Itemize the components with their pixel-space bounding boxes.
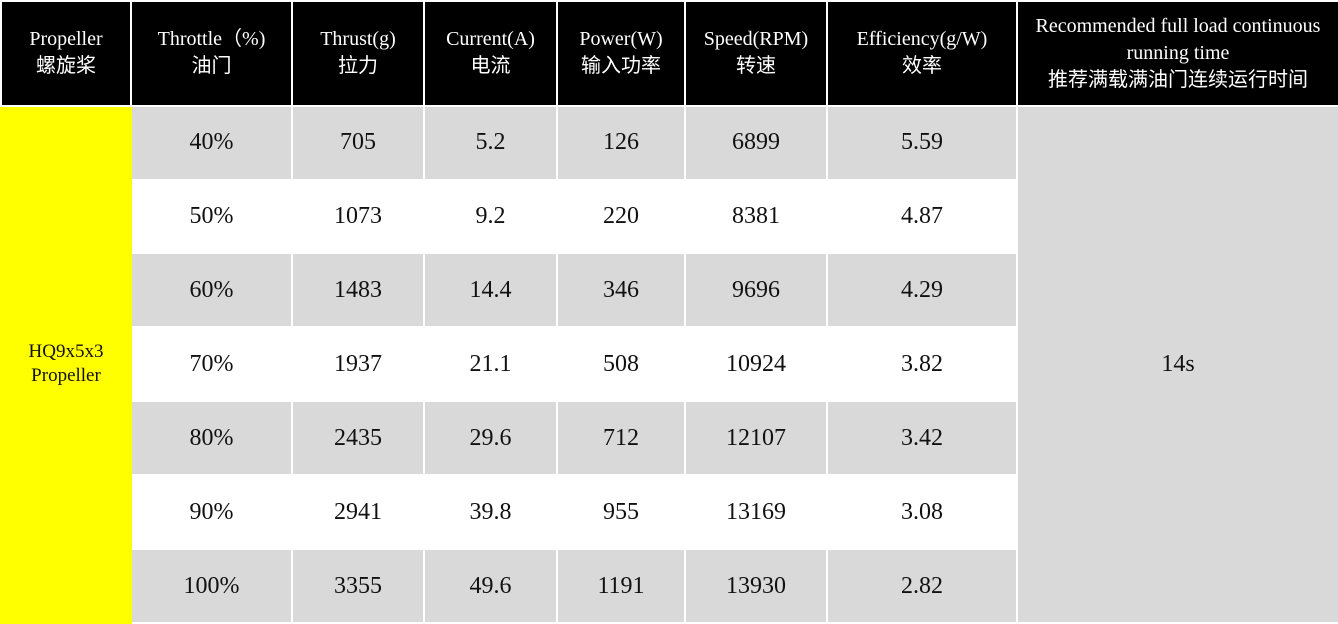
value-cell: 1937 xyxy=(291,326,425,403)
header-cell: Throttle（%) 油门 xyxy=(130,0,293,107)
value-cell: 2941 xyxy=(291,474,425,551)
header-cell: Efficiency(g/W) 效率 xyxy=(826,0,1018,107)
header-zh: 螺旋桨 xyxy=(36,55,96,78)
header-zh: 拉力 xyxy=(338,55,378,78)
value-cell: 12107 xyxy=(684,400,828,477)
value-cell: 50% xyxy=(130,178,293,255)
header-zh: 电流 xyxy=(470,55,511,78)
header-zh: 效率 xyxy=(902,55,942,78)
value-cell: 39.8 xyxy=(423,474,558,551)
value-cell: 6899 xyxy=(684,104,828,181)
value-cell: 346 xyxy=(556,252,686,329)
value-cell: 2.82 xyxy=(826,548,1018,624)
header-en: Throttle（%) xyxy=(157,28,266,51)
header-zh: 油门 xyxy=(191,55,232,78)
value-cell: 126 xyxy=(556,104,686,181)
value-cell: 3.42 xyxy=(826,400,1018,477)
header-cell: Speed(RPM) 转速 xyxy=(684,0,828,107)
value-cell: 60% xyxy=(130,252,293,329)
propeller-line: HQ9x5x3 xyxy=(28,341,104,363)
data-row: 100% 3355 49.6 1191 13930 2.82 xyxy=(1,548,1338,624)
header-cell: Power(W) 输入功率 xyxy=(556,0,686,107)
value-cell: 90% xyxy=(130,474,293,551)
data-row: 70% 1937 21.1 508 10924 3.82 xyxy=(1,326,1338,403)
data-row: 60% 1483 14.4 346 9696 4.29 xyxy=(1,252,1338,329)
value-cell: 21.1 xyxy=(423,326,558,403)
value-cell: 3355 xyxy=(291,548,425,624)
value-cell: 9.2 xyxy=(423,178,558,255)
data-row: 50% 1073 9.2 220 8381 4.87 xyxy=(1,178,1338,255)
value-cell: 705 xyxy=(291,104,425,181)
header-zh: 输入功率 xyxy=(581,55,661,78)
value-cell: 712 xyxy=(556,400,686,477)
header-en: Recommended full load continuous running… xyxy=(1035,14,1321,64)
value-cell: 9696 xyxy=(684,252,828,329)
header-cell: Recommended full load continuous running… xyxy=(1016,0,1338,107)
propeller-line: Propeller xyxy=(31,365,101,387)
value-cell: 5.2 xyxy=(423,104,558,181)
value-cell: 1073 xyxy=(291,178,425,255)
value-cell: 100% xyxy=(130,548,293,624)
value-cell: 2435 xyxy=(291,400,425,477)
header-en: Propeller xyxy=(29,28,103,51)
value-cell: 80% xyxy=(130,400,293,477)
header-zh: 转速 xyxy=(736,55,776,78)
value-cell: 3.08 xyxy=(826,474,1018,551)
data-row: HQ9x5x3 Propeller 40% 705 5.2 126 6899 5.59 14s xyxy=(0,104,1338,624)
value-cell: 13169 xyxy=(684,474,828,551)
value-cell: 508 xyxy=(556,326,686,403)
header-cell: Current(A) 电流 xyxy=(423,0,558,107)
header-en: Efficiency(g/W) xyxy=(856,28,988,51)
value-cell: 13930 xyxy=(684,548,828,624)
value-cell: 4.29 xyxy=(826,252,1018,329)
value-cell: 5.59 xyxy=(826,104,1018,181)
runtime-cell: 14s xyxy=(1016,104,1338,624)
value-cell: 14.4 xyxy=(423,252,558,329)
value-cell: 49.6 xyxy=(423,548,558,624)
value-cell: 29.6 xyxy=(423,400,558,477)
value-cell: 1191 xyxy=(556,548,686,624)
header-cell: Propeller 螺旋桨 xyxy=(0,0,132,107)
header-en: Thrust(g) xyxy=(320,28,396,51)
value-cell: 220 xyxy=(556,178,686,255)
value-cell: 8381 xyxy=(684,178,828,255)
header-en: Speed(RPM) xyxy=(703,28,809,51)
header-en: Power(W) xyxy=(579,28,663,51)
propeller-cell: HQ9x5x3 Propeller xyxy=(0,104,132,624)
data-row: 90% 2941 39.8 955 13169 3.08 xyxy=(1,474,1338,551)
value-cell: 955 xyxy=(556,474,686,551)
data-row: 80% 2435 29.6 712 12107 3.42 xyxy=(1,400,1338,477)
header-cell: Thrust(g) 拉力 xyxy=(291,0,425,107)
header-zh: 推荐满载满油门连续运行时间 xyxy=(1048,68,1308,91)
header-row: Propeller 螺旋桨 Throttle（%) 油门 Thrust(g) 拉力 Curr… xyxy=(0,0,1338,107)
value-cell: 70% xyxy=(130,326,293,403)
header-en: Current(A) xyxy=(446,28,535,51)
value-cell: 1483 xyxy=(291,252,425,329)
value-cell: 40% xyxy=(130,104,293,181)
value-cell: 4.87 xyxy=(826,178,1018,255)
value-cell: 3.82 xyxy=(826,326,1018,403)
value-cell: 10924 xyxy=(684,326,828,403)
